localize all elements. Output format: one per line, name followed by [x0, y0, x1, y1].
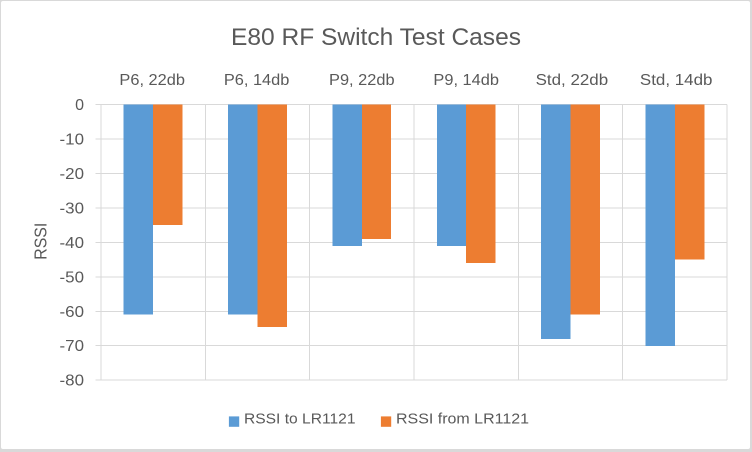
svg-text:-70: -70: [60, 338, 85, 355]
svg-text:RSSI to LR1121: RSSI to LR1121: [244, 411, 356, 428]
svg-text:-10: -10: [60, 131, 85, 148]
svg-text:0: 0: [75, 97, 84, 114]
svg-text:P9, 22db: P9, 22db: [329, 72, 395, 89]
svg-text:RSSI from LR1121: RSSI from LR1121: [396, 411, 529, 428]
svg-text:-20: -20: [60, 166, 85, 183]
svg-text:-80: -80: [60, 373, 85, 390]
svg-text:-30: -30: [60, 200, 85, 217]
svg-text:-50: -50: [60, 269, 85, 286]
svg-text:P6, 14db: P6, 14db: [224, 72, 290, 89]
svg-text:-60: -60: [60, 304, 85, 321]
svg-text:-40: -40: [60, 235, 85, 252]
svg-text:E80 RF Switch Test Cases: E80 RF Switch Test Cases: [231, 24, 521, 51]
svg-text:P9, 14db: P9, 14db: [433, 72, 499, 89]
svg-text:Std, 14db: Std, 14db: [640, 72, 713, 89]
svg-text:Std, 22db: Std, 22db: [536, 72, 609, 89]
svg-text:RSSI: RSSI: [30, 223, 50, 260]
svg-text:P6, 22db: P6, 22db: [119, 72, 185, 89]
